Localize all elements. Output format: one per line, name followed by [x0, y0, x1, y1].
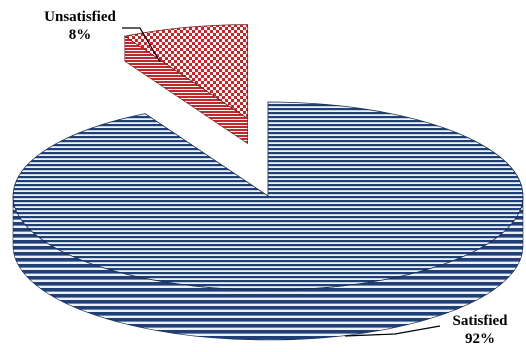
leader-line-satisfied	[344, 325, 441, 337]
pie-slice-unsatisfied	[123, 24, 249, 145]
pie-slice-satisfied	[12, 101, 524, 341]
slice-label-unsatisfied: Unsatisfied 8%	[30, 8, 130, 44]
slice-name-satisfied: Satisfied	[452, 313, 508, 329]
slice-name-unsatisfied: Unsatisfied	[44, 9, 116, 25]
slice-value-unsatisfied: 8%	[68, 27, 92, 43]
leader-line-unsatisfied	[122, 27, 161, 63]
slice-value-satisfied: 92%	[465, 331, 495, 347]
slice-label-satisfied: Satisfied 92%	[430, 312, 526, 348]
